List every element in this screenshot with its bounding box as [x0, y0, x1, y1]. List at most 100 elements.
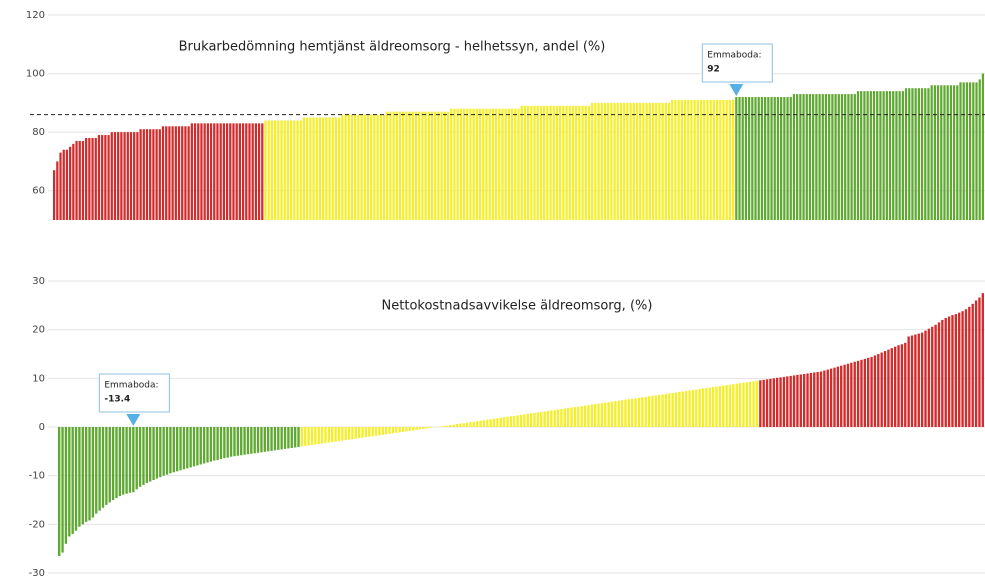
bar [583, 405, 587, 427]
bar [427, 111, 430, 220]
bar [309, 117, 312, 220]
bar [815, 94, 818, 220]
bar [256, 427, 260, 453]
bar [892, 91, 895, 221]
bar [74, 427, 78, 531]
bar [187, 126, 190, 220]
bar [594, 102, 597, 220]
bar [706, 99, 709, 220]
bar [789, 375, 792, 427]
bar [661, 102, 664, 220]
bar [516, 415, 519, 427]
bar [327, 427, 331, 443]
bar [277, 427, 280, 450]
bar [261, 123, 264, 220]
bar [193, 123, 197, 220]
bar [401, 427, 405, 432]
bar [328, 117, 331, 220]
bar [543, 411, 546, 427]
bar [688, 390, 691, 427]
bar [78, 427, 81, 527]
chart-title: Brukarbedömning hemtjänst äldreomsorg - … [179, 40, 606, 55]
bar [580, 406, 583, 427]
bar [107, 135, 110, 220]
bar [132, 427, 135, 493]
bar [347, 114, 350, 220]
bar [273, 427, 277, 451]
bar [924, 330, 927, 427]
bar [415, 427, 418, 430]
bar [690, 99, 693, 220]
bar [593, 404, 597, 427]
bar [879, 91, 882, 221]
bar [158, 129, 161, 220]
bar [626, 102, 629, 220]
bar [341, 427, 344, 441]
bar [667, 102, 671, 220]
bar [604, 402, 607, 427]
bar [434, 111, 437, 220]
bar [974, 300, 978, 427]
bar [168, 126, 171, 220]
bar [856, 360, 860, 427]
bar [398, 111, 402, 220]
bar [317, 427, 320, 445]
bar [946, 85, 949, 221]
bar [620, 400, 624, 427]
bar [418, 111, 421, 220]
bar [910, 335, 914, 427]
bar [213, 123, 216, 220]
bar [819, 371, 823, 427]
bar [290, 120, 293, 220]
bar [546, 105, 549, 220]
bar [174, 126, 177, 220]
bar [792, 94, 796, 220]
bar [610, 102, 613, 220]
bar [600, 102, 603, 220]
bar [358, 427, 361, 439]
bar [749, 381, 752, 427]
bar [85, 138, 88, 220]
bar [533, 105, 536, 220]
bar [629, 102, 632, 220]
bar [614, 401, 617, 427]
bar [472, 421, 475, 427]
bar [486, 419, 489, 427]
bar [552, 105, 555, 220]
bar [818, 94, 821, 220]
bar [354, 427, 357, 439]
bar [199, 427, 202, 465]
bar [940, 85, 943, 221]
bar [933, 85, 936, 221]
bar [783, 97, 786, 220]
annotation-value: -13.4 [104, 395, 130, 405]
bar [870, 356, 873, 427]
bar [765, 379, 769, 427]
bar [745, 382, 749, 427]
bar [805, 94, 808, 220]
bar [75, 140, 78, 220]
bar [314, 427, 317, 445]
bar [715, 386, 718, 427]
bar [850, 94, 853, 220]
bar [267, 120, 270, 220]
bar [101, 427, 105, 508]
bar [290, 427, 293, 448]
bar [78, 140, 81, 220]
bar [731, 99, 735, 220]
bar [189, 427, 192, 468]
bar [959, 82, 962, 220]
bar [236, 427, 240, 456]
y-tick-label: 80 [32, 127, 45, 138]
bar [624, 399, 627, 427]
bar [357, 114, 360, 220]
bar [209, 427, 213, 462]
bar [709, 99, 712, 220]
bar [238, 123, 242, 220]
bar [378, 427, 381, 436]
bar [556, 409, 560, 427]
bar [951, 315, 954, 427]
bar [799, 374, 802, 427]
bar [504, 108, 507, 220]
bar [494, 108, 498, 220]
